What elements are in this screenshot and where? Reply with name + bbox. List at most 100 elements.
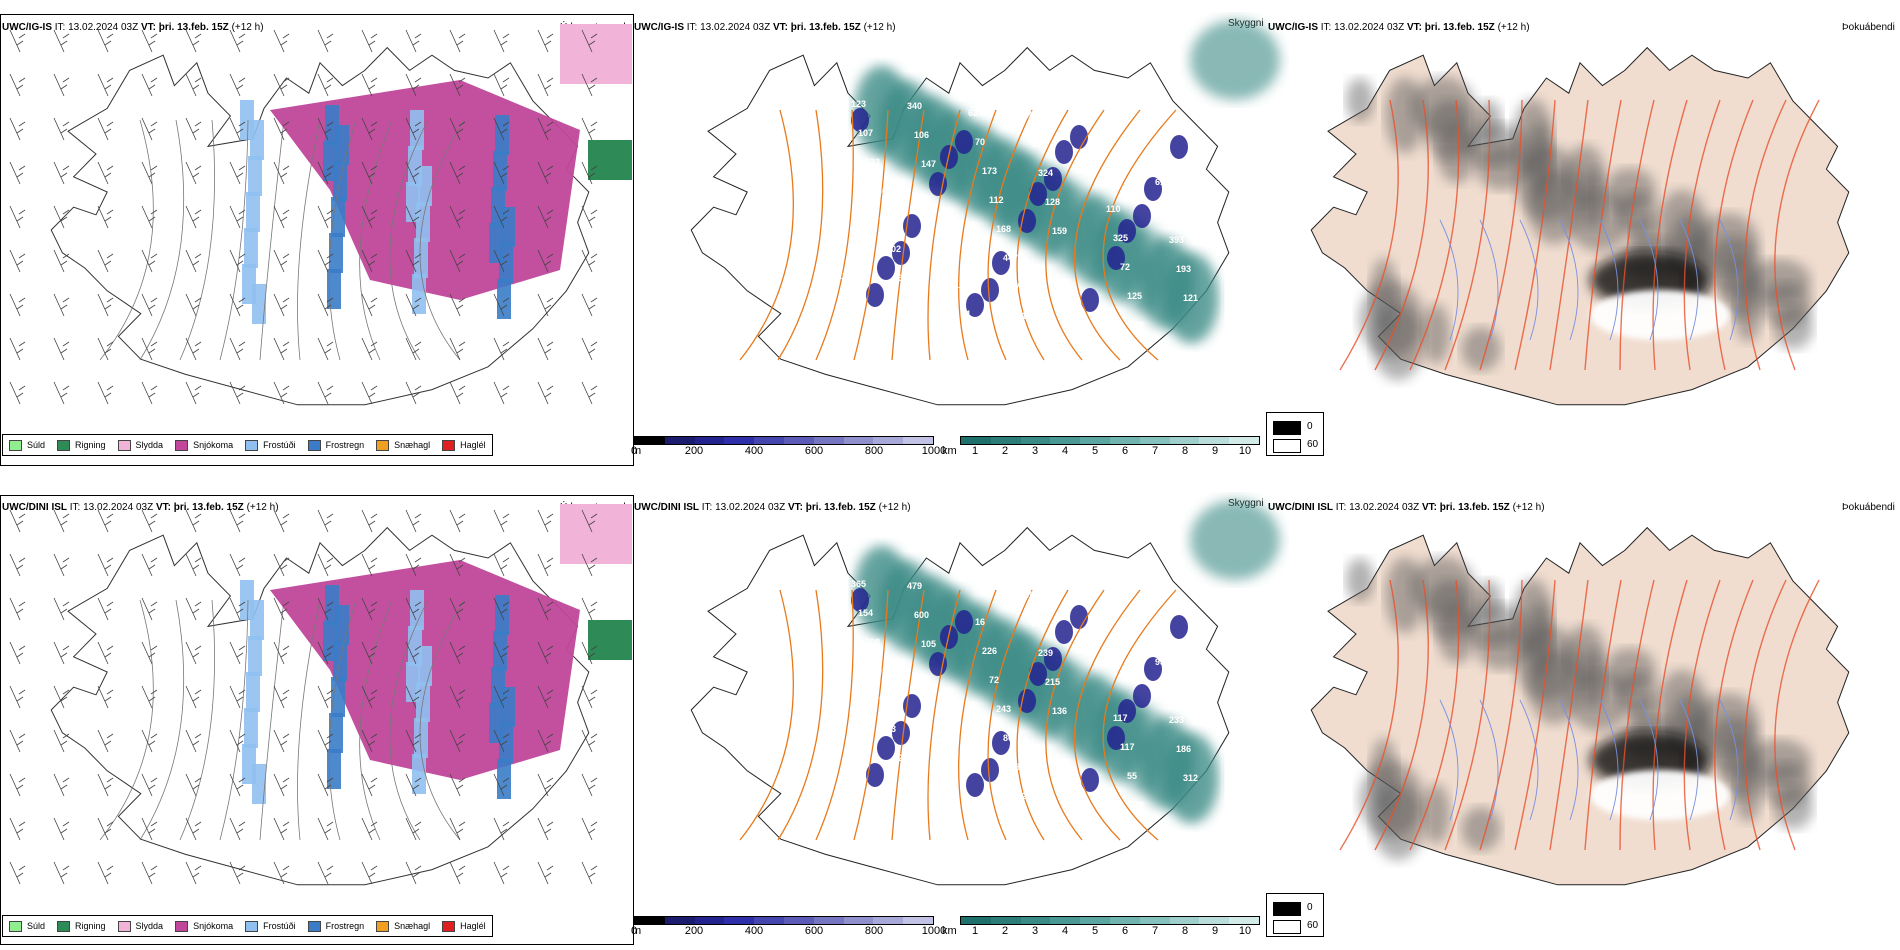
wind-barb [449, 381, 466, 405]
sleet-area [560, 504, 632, 564]
precip-legend-item: Snæhagl [376, 439, 430, 451]
freezing-rain-area [331, 197, 345, 237]
freezing-rain-area [327, 749, 341, 789]
wind-barb [493, 553, 510, 577]
colorbar-cell [694, 917, 725, 924]
cloudbase-label: 324 [1038, 168, 1053, 178]
wind-barb [229, 553, 246, 577]
colorbar-cell [1050, 437, 1081, 444]
river-line [1639, 219, 1659, 341]
wind-barb [405, 381, 422, 405]
wind-barb [493, 293, 510, 317]
visibility-area [1167, 255, 1219, 343]
cloudbase-area [1018, 209, 1036, 233]
wind-barb [361, 597, 378, 621]
colorbar-cell [635, 917, 665, 924]
visibility-colorbar-bottom: 1 2 3 4 5 6 7 8 9 10 km [942, 916, 1260, 939]
wind-barb [405, 249, 422, 273]
fog-shade [1656, 670, 1708, 746]
cloudbase-label: 612 [1155, 177, 1170, 187]
wind-barb [9, 817, 26, 841]
cloudbase-label: 600 [914, 610, 929, 620]
road-line [1073, 109, 1141, 361]
wind-barb [273, 117, 290, 141]
legend-swatch [9, 920, 22, 932]
road-line [1744, 579, 1787, 851]
cloudbase-label: 117 [1120, 742, 1135, 752]
wind-barb [317, 293, 334, 317]
wind-barb [405, 553, 422, 577]
wind-barb [273, 249, 290, 273]
wind-barb [185, 293, 202, 317]
river-line [1679, 699, 1699, 821]
road-line [1714, 99, 1754, 371]
visibility-area [1190, 500, 1280, 580]
legend-swatch [117, 920, 131, 932]
road-line [1584, 579, 1622, 851]
cloudbase-unit: m [632, 445, 642, 457]
wind-barb [97, 553, 114, 577]
colorbar-tick: 0 [630, 925, 638, 937]
freezing-drizzle-area [244, 228, 258, 268]
river-line [1519, 219, 1539, 341]
freezing-drizzle-area [252, 764, 266, 804]
precip-legend-item: Frostregn [307, 439, 364, 451]
wind-barb [493, 381, 510, 405]
colorbar-tick: 3 [1031, 445, 1039, 457]
cloudbase-label: 69 [1162, 686, 1172, 696]
wind-barb [273, 597, 290, 621]
legend-swatch [57, 920, 71, 932]
road-line [1514, 579, 1556, 851]
wind-barb [361, 509, 378, 533]
cloudbase-label: 136 [1052, 706, 1067, 716]
cloudbase-label: 112 [1141, 119, 1156, 129]
wind-barb [581, 685, 598, 709]
wind-barb [53, 293, 70, 317]
legend-label: Slydda [135, 921, 164, 931]
wind-barb [53, 381, 70, 405]
wind-barb [97, 249, 114, 273]
road-line [179, 599, 215, 841]
wind-barb [97, 685, 114, 709]
freezing-drizzle-area [412, 754, 426, 794]
wind-barb [405, 117, 422, 141]
wind-barb [229, 509, 246, 533]
cloudbase-area [1055, 620, 1073, 644]
wind-barb [273, 817, 290, 841]
wind-barb [53, 641, 70, 665]
wind-barb [185, 249, 202, 273]
visibility-area [979, 621, 1031, 709]
fog-map-top [1310, 46, 1850, 406]
cloudbase-label: 243 [996, 704, 1011, 714]
precip-legend-bottom: Súld Rigning Slydda Snjókoma Frostúði Frostre… [2, 915, 493, 937]
fog-shade [1346, 78, 1374, 122]
colorbar-cell [813, 437, 844, 444]
freezing-drizzle-area [418, 646, 432, 686]
wind-barb [537, 337, 554, 361]
colorbar-cell [783, 917, 814, 924]
colorbar-tick: 6 [1121, 925, 1129, 937]
precip-panel-bottom [0, 495, 634, 945]
wind-barb [97, 117, 114, 141]
river-line [1639, 699, 1659, 821]
wind-barb [185, 161, 202, 185]
cloudbase-area [866, 283, 884, 307]
wind-barb [449, 729, 466, 753]
cloudbase-area [877, 736, 895, 760]
wind-barb [229, 249, 246, 273]
road-line [1744, 99, 1787, 371]
cloudbase-label: 121 [1017, 791, 1032, 801]
cloudbase-area [981, 278, 999, 302]
river-line [1479, 699, 1499, 821]
fog-shade [1695, 213, 1759, 273]
wind-barb [493, 509, 510, 533]
wind-barb [581, 117, 598, 141]
wind-barb [581, 293, 598, 317]
wind-barb [185, 117, 202, 141]
cloudbase-area [1144, 177, 1162, 201]
wind-barb [537, 773, 554, 797]
fog-clear [1590, 290, 1730, 340]
colorbar-tick: 10 [1238, 445, 1252, 457]
freezing-rain-area [501, 687, 515, 727]
